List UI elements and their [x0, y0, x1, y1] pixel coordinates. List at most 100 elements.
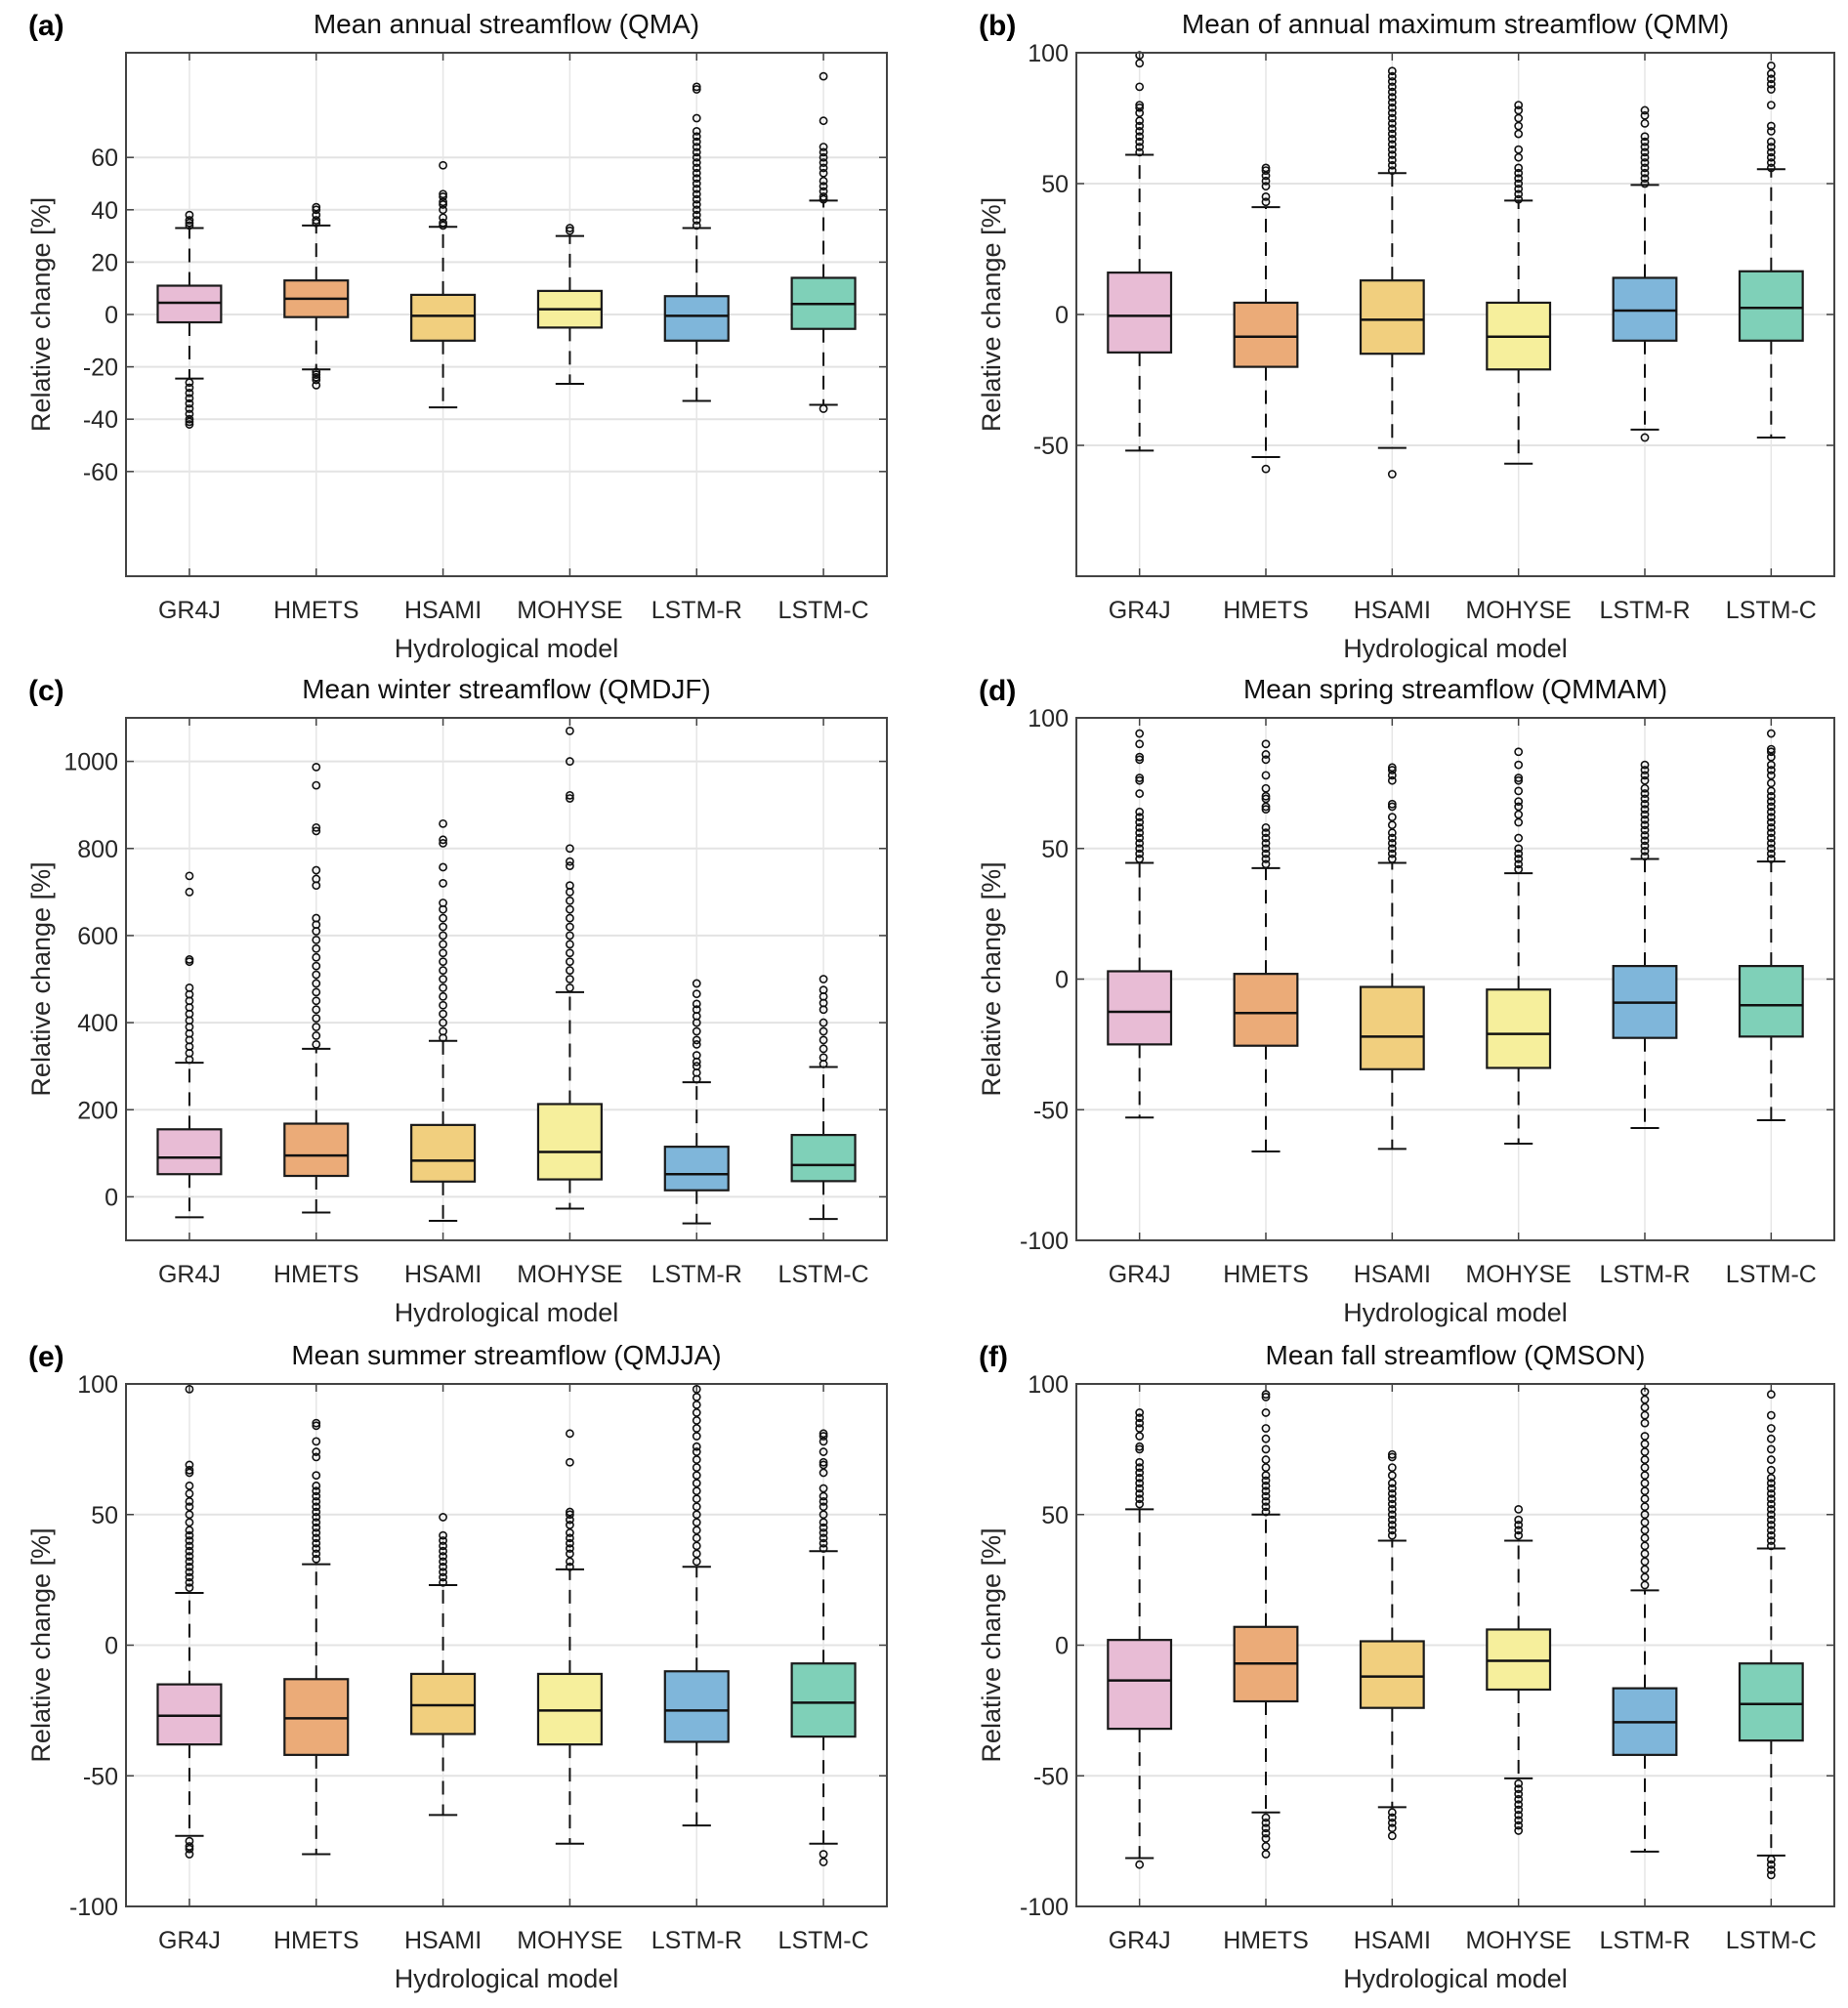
outlier-point — [1640, 163, 1650, 173]
outlier-point — [1261, 791, 1271, 801]
y-tick-label: 50 — [1041, 171, 1069, 198]
outlier-point — [1135, 1444, 1145, 1454]
x-axis-label: Hydrological model — [395, 1298, 619, 1327]
outlier-point — [819, 1484, 828, 1493]
outlier-point — [1261, 1408, 1271, 1417]
y-tick-label: 600 — [77, 923, 118, 950]
outlier-point — [1640, 1471, 1650, 1481]
outlier-point — [185, 1546, 194, 1556]
outlier-point — [185, 1465, 194, 1475]
outlier-point — [1387, 160, 1397, 170]
y-tick-label: 20 — [91, 249, 118, 276]
outlier-point — [185, 1577, 194, 1587]
x-tick-label: MOHYSE — [517, 1261, 622, 1288]
outlier-point — [312, 979, 321, 988]
outlier-point — [439, 213, 447, 223]
x-tick-label: GR4J — [158, 1261, 221, 1288]
outlier-point — [1766, 85, 1776, 94]
box-LSTM-C — [790, 1429, 857, 1866]
outlier-point — [1766, 152, 1776, 162]
outlier-point — [1514, 1515, 1524, 1525]
outlier-point — [566, 922, 574, 932]
outlier-point — [1135, 839, 1145, 848]
outlier-point — [312, 218, 321, 228]
outlier-point — [312, 1452, 321, 1462]
outlier-point — [566, 931, 574, 941]
outlier-point — [312, 913, 321, 923]
outlier-point — [819, 1053, 828, 1063]
outlier-point — [1135, 828, 1145, 838]
outlier-point — [1261, 1392, 1271, 1401]
outlier-point — [1640, 1440, 1650, 1448]
outlier-point — [1766, 771, 1776, 780]
outlier-point — [819, 1018, 828, 1027]
outlier-point — [185, 1488, 194, 1498]
outlier-point — [1135, 1494, 1145, 1504]
outlier-point — [1135, 116, 1145, 126]
outlier-point — [566, 1538, 574, 1548]
panel-title: Mean fall streamflow (QMSON) — [1266, 1340, 1646, 1370]
outlier-point — [692, 1518, 701, 1527]
outlier-point — [1766, 1424, 1776, 1433]
y-tick-label: 0 — [105, 1184, 118, 1211]
outlier-point — [1766, 137, 1776, 146]
outlier-point — [1261, 1842, 1271, 1851]
outlier-point — [1261, 1424, 1271, 1433]
outlier-point — [1640, 1387, 1650, 1397]
box-LSTM-C — [790, 975, 857, 1221]
outlier-point — [1766, 855, 1776, 863]
outlier-point — [1135, 752, 1145, 762]
panel-letter: (b) — [979, 10, 1016, 42]
outlier-point — [312, 1486, 321, 1496]
outlier-point — [1387, 1488, 1397, 1498]
outlier-point — [439, 975, 447, 983]
x-tick-label: HMETS — [1223, 1927, 1309, 1954]
x-tick-label: HSAMI — [1354, 597, 1431, 624]
outlier-point — [1387, 1449, 1397, 1459]
outlier-point — [1387, 103, 1397, 112]
outlier-point — [1387, 145, 1397, 154]
outlier-point — [1387, 1515, 1397, 1525]
outlier-point — [439, 1557, 447, 1567]
outlier-point — [692, 221, 701, 230]
outlier-point — [312, 1031, 321, 1040]
outlier-point — [1387, 855, 1397, 863]
outlier-point — [1261, 794, 1271, 804]
outlier-point — [1640, 433, 1650, 442]
outlier-point — [1135, 807, 1145, 816]
outlier-point — [1640, 815, 1650, 824]
outlier-point — [1514, 1816, 1524, 1825]
outlier-point — [1766, 1521, 1776, 1529]
outlier-point — [1514, 1826, 1524, 1835]
outlier-point — [312, 1502, 321, 1512]
outlier-point — [566, 1510, 574, 1520]
box-iqr — [410, 1123, 477, 1183]
outlier-point — [439, 218, 447, 228]
x-tick-label: LSTM-R — [651, 1261, 742, 1288]
box-HMETS — [283, 1418, 350, 1856]
outlier-point — [1135, 1457, 1145, 1467]
box-iqr — [1738, 270, 1804, 342]
outlier-point — [1766, 797, 1776, 806]
box-LSTM-C — [1738, 1390, 1804, 1880]
outlier-point — [1766, 69, 1776, 78]
y-axis-label: Relative change [%] — [977, 861, 1006, 1096]
outlier-point — [692, 1026, 701, 1036]
box-MOHYSE — [536, 726, 603, 1210]
outlier-point — [1261, 1463, 1271, 1472]
outlier-point — [1640, 1494, 1650, 1504]
outlier-point — [312, 216, 321, 225]
outlier-point — [1261, 191, 1271, 201]
outlier-point — [1640, 1395, 1650, 1404]
outlier-point — [566, 1515, 574, 1525]
outlier-point — [1387, 1831, 1397, 1841]
outlier-point — [185, 1562, 194, 1571]
outlier-point — [566, 948, 574, 958]
outlier-point — [1766, 1479, 1776, 1488]
outlier-point — [1766, 833, 1776, 843]
outlier-point — [1387, 1494, 1397, 1504]
box-iqr — [1233, 973, 1299, 1047]
outlier-point — [439, 1562, 447, 1571]
outlier-point — [1387, 150, 1397, 159]
outlier-point — [1261, 1491, 1271, 1501]
